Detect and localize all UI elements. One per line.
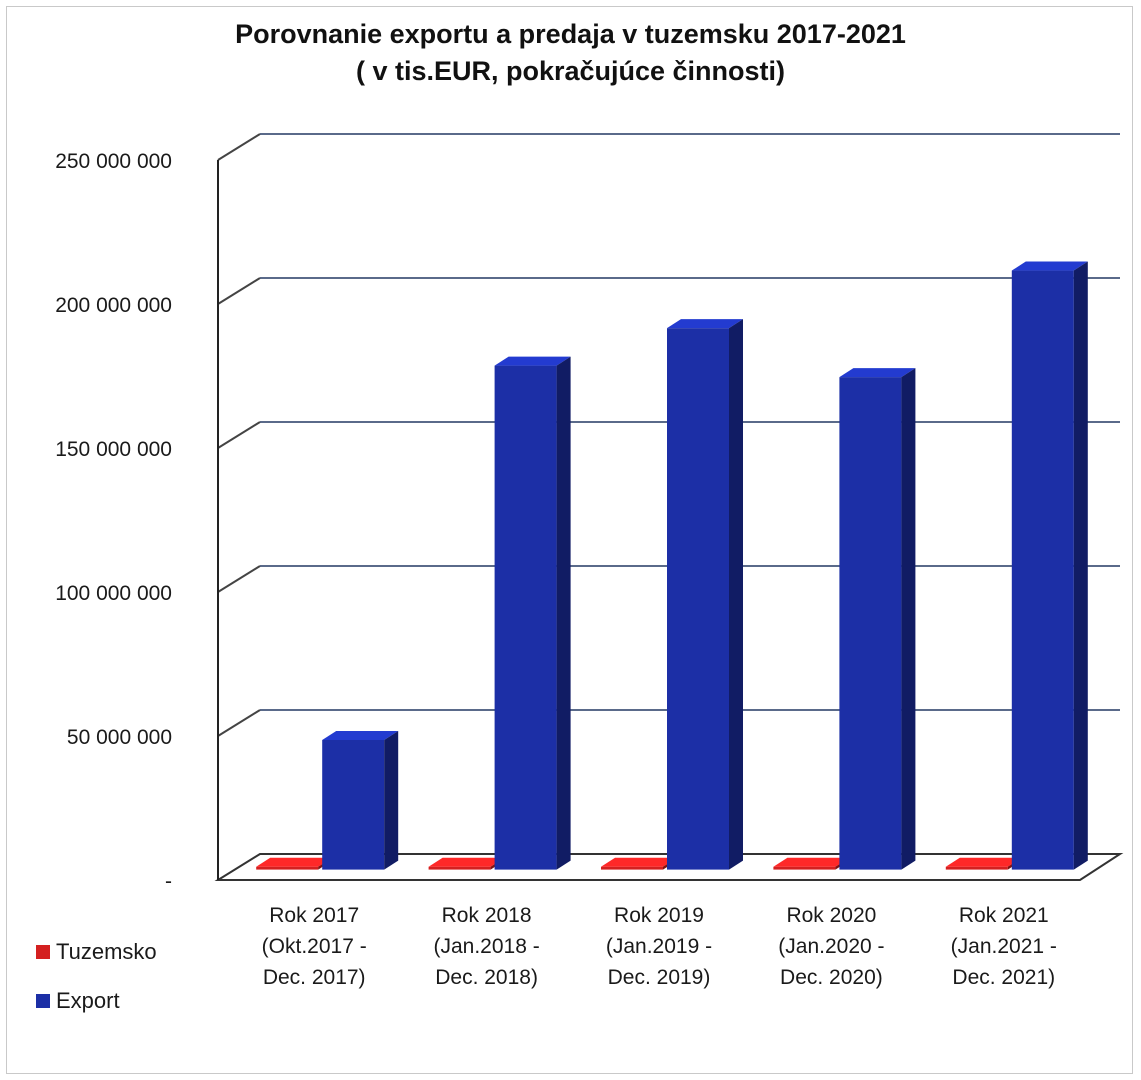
legend-item-tuzemsko: Tuzemsko [36, 939, 157, 964]
gridline-side [217, 421, 261, 449]
x-tick-label: Rok 2018 [442, 904, 532, 927]
x-tick-label: Rok 2017 [269, 904, 359, 927]
bar-export-top [839, 368, 916, 378]
gridline-side [217, 133, 261, 161]
bar-export-top [322, 731, 399, 740]
bar-export-side [384, 731, 399, 870]
bar-export [1011, 270, 1074, 870]
bar-tuzemsko-top [428, 857, 505, 867]
bar-export-top [1011, 261, 1088, 271]
x-tick-label: Dec. 2018) [435, 966, 538, 989]
legend: Tuzemsko Export [36, 939, 157, 1038]
bar-tuzemsko [945, 866, 1008, 870]
legend-label-tuzemsko: Tuzemsko [56, 939, 157, 964]
x-tick-label: Dec. 2020) [780, 966, 883, 989]
bar-export-top [494, 356, 571, 366]
x-tick-label: (Jan.2021 - [951, 935, 1057, 958]
bar-tuzemsko [428, 866, 491, 870]
bar-tuzemsko-top [601, 857, 677, 867]
bar-export-side [901, 368, 916, 870]
x-tick-label: Dec. 2017) [263, 966, 366, 989]
legend-swatch-export [36, 994, 50, 1008]
bar-export [667, 328, 729, 870]
legend-label-export: Export [56, 988, 120, 1013]
x-tick-label: Dec. 2019) [608, 966, 711, 989]
chart-subtitle: ( v tis.EUR, pokračujúce činnosti) [355, 56, 786, 86]
legend-item-export: Export [36, 988, 157, 1013]
y-tick-label: 200 000 000 [55, 294, 172, 317]
chart-title: Porovnanie exportu a predaja v tuzemsku … [235, 19, 906, 49]
gridline-side [217, 709, 261, 737]
bar-tuzemsko-top [773, 857, 850, 867]
y-tick-label: - [165, 870, 172, 893]
legend-swatch-tuzemsko [36, 945, 50, 959]
chart-title-block: Porovnanie exportu a predaja v tuzemsku … [0, 16, 1141, 90]
bar-export [839, 377, 902, 870]
bar-export-side [729, 319, 743, 870]
bar-export [494, 365, 557, 870]
gridline-side [217, 565, 261, 593]
x-tick-label: (Okt.2017 - [262, 935, 367, 958]
y-tick-label: 50 000 000 [67, 726, 172, 749]
y-tick-label: 150 000 000 [55, 438, 172, 461]
x-tick-label: (Jan.2018 - [433, 935, 539, 958]
x-tick-label: (Jan.2019 - [606, 935, 712, 958]
x-tick-label: (Jan.2020 - [778, 935, 884, 958]
bar-tuzemsko-top [945, 857, 1022, 867]
bar-export [322, 740, 385, 870]
x-tick-label: Rok 2020 [786, 904, 876, 927]
bar-tuzemsko [256, 866, 319, 870]
bar-export-side [1073, 261, 1088, 870]
bar-export-side [556, 356, 571, 870]
x-tick-label: Rok 2019 [614, 904, 704, 927]
bar-tuzemsko [601, 866, 663, 870]
y-tick-label: 100 000 000 [55, 582, 172, 605]
bar-export-top [667, 319, 743, 329]
bar-tuzemsko [773, 866, 836, 870]
bar-tuzemsko-top [256, 857, 333, 867]
x-tick-label: Dec. 2021) [952, 966, 1055, 989]
gridline-side [217, 277, 261, 305]
x-tick-label: Rok 2021 [959, 904, 1049, 927]
y-tick-label: 250 000 000 [55, 150, 172, 173]
